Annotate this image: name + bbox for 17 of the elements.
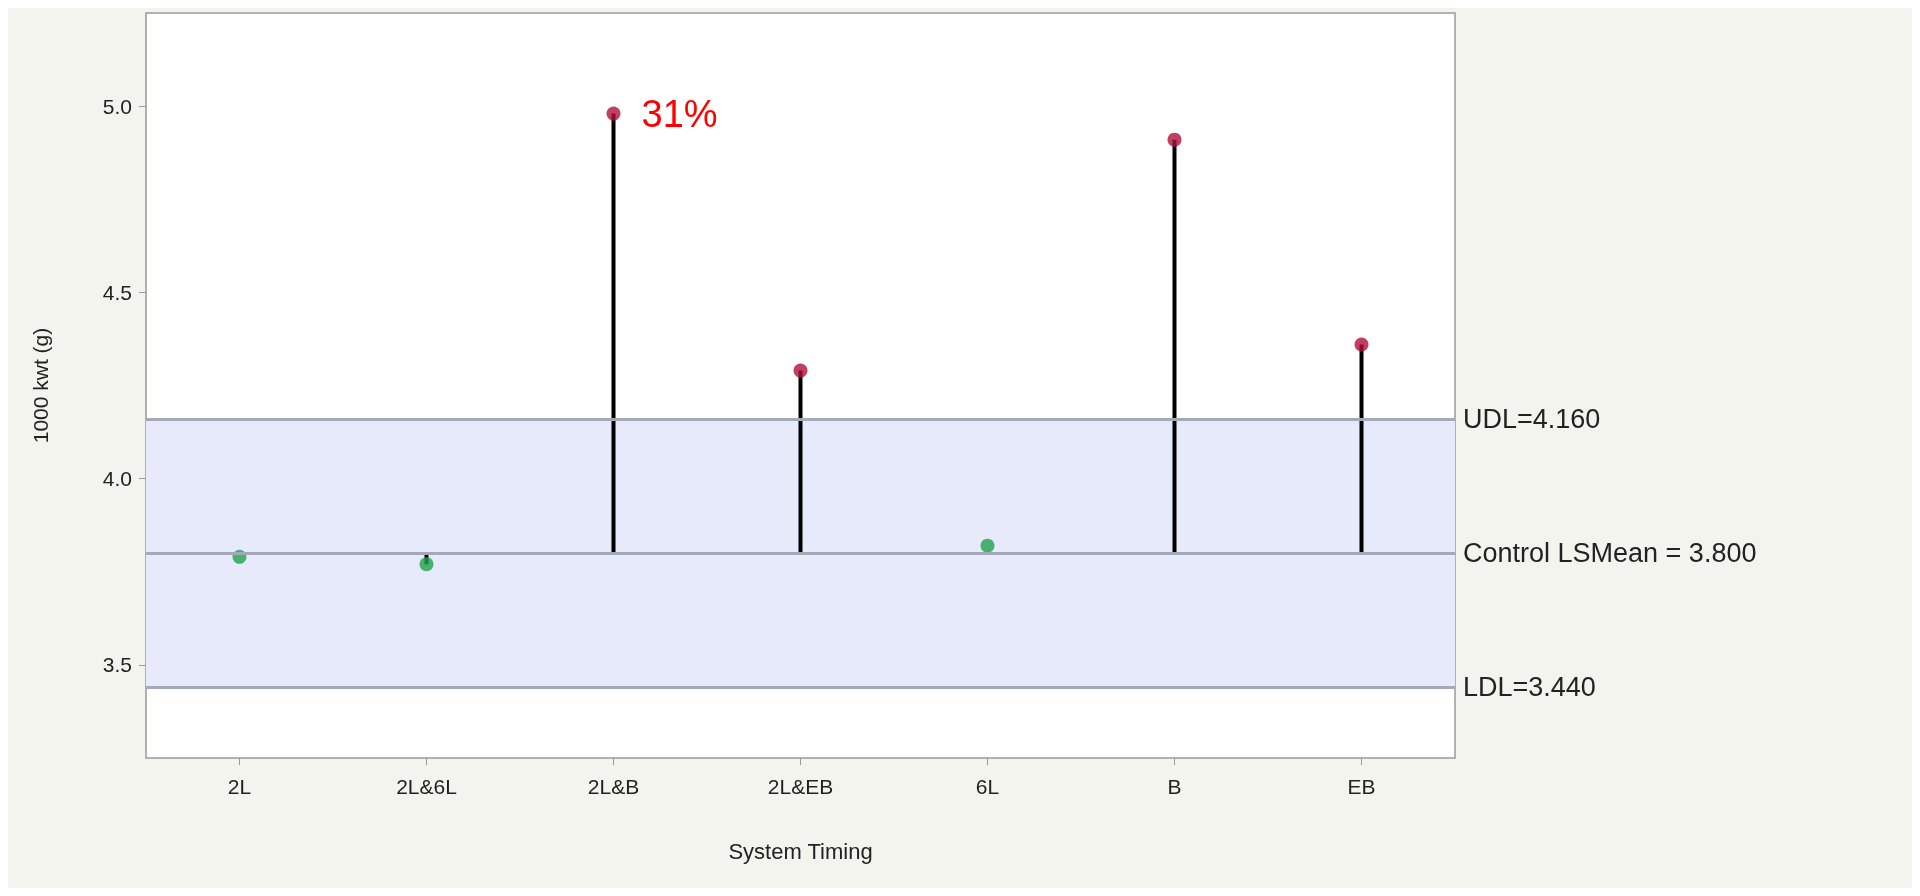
x-tick-label: EB: [1347, 775, 1376, 798]
y-tick-label: 4.0: [102, 467, 132, 491]
x-tick-label: 6L: [975, 775, 1000, 798]
x-tick-label: 2L: [227, 775, 252, 798]
x-tick-label: 2L&6L: [396, 775, 457, 798]
y-axis-title: 1000 kwt (g): [29, 327, 52, 444]
x-tick-label: 2L&EB: [767, 775, 834, 798]
annotation: 31%: [641, 92, 718, 135]
y-tick-label: 4.5: [102, 280, 132, 304]
ref-line-label: UDL=4.160: [1463, 404, 1601, 435]
y-tick-label: 5.0: [102, 94, 132, 118]
ref-line-label: LDL=3.440: [1463, 672, 1596, 703]
x-tick-label: B: [1167, 775, 1182, 798]
y-tick-label: 3.5: [102, 653, 132, 677]
x-tick-label: 2L&B: [587, 775, 640, 798]
ref-line-label: Control LSMean = 3.800: [1463, 538, 1757, 569]
x-axis-title: System Timing: [728, 838, 873, 864]
